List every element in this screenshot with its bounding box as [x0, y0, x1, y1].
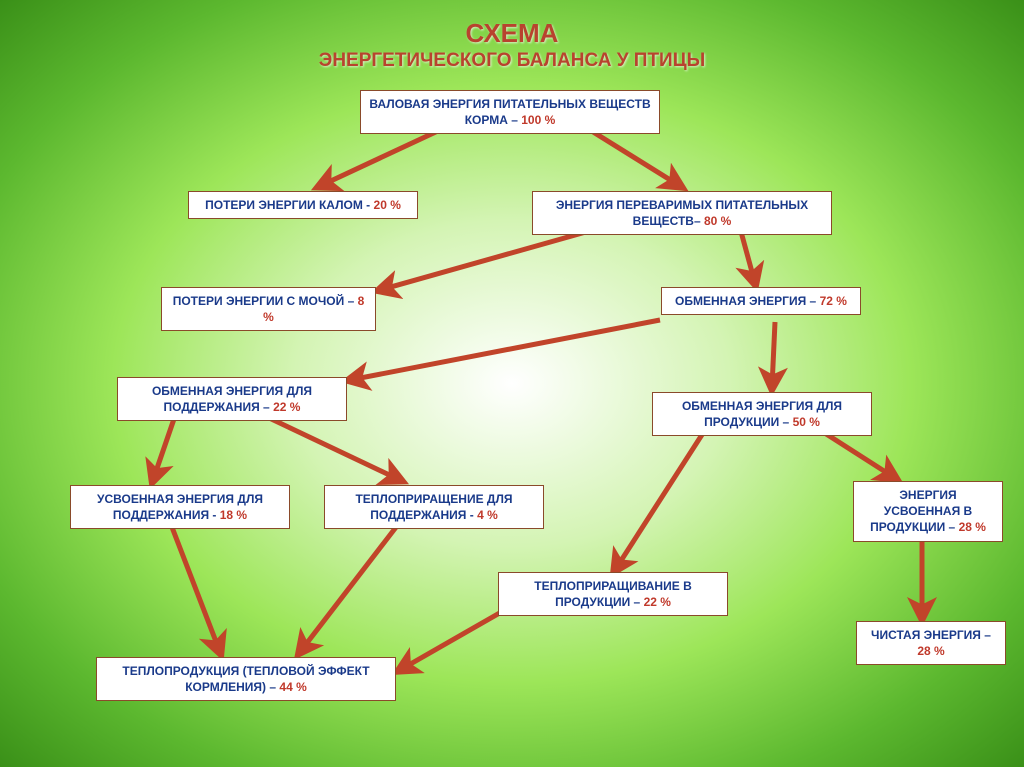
- node-urine-loss: ПОТЕРИ ЭНЕРГИИ С МОЧОЙ – 8 %: [161, 287, 376, 331]
- title-line2: ЭНЕРГЕТИЧЕСКОГО БАЛАНСА У ПТИЦЫ: [0, 50, 1024, 72]
- pct: 80 %: [704, 214, 731, 228]
- pct: 28 %: [917, 644, 944, 658]
- pct: 72 %: [820, 294, 847, 308]
- label: ОБМЕННАЯ ЭНЕРГИЯ –: [675, 294, 816, 308]
- pct: 18 %: [220, 508, 247, 522]
- pct: 22 %: [644, 595, 671, 609]
- label: ПОТЕРИ ЭНЕРГИИ КАЛОМ -: [205, 198, 370, 212]
- node-heat-inc-maintenance: ТЕПЛОПРИРАЩЕНИЕ ДЛЯ ПОДДЕРЖАНИЯ - 4 %: [324, 485, 544, 529]
- pct: 22 %: [273, 400, 300, 414]
- label: ТЕПЛОПРОДУКЦИЯ (ТЕПЛОВОЙ ЭФФЕКТ КОРМЛЕНИ…: [122, 664, 369, 694]
- node-assim-production: ЭНЕРГИЯ УСВОЕННАЯ В ПРОДУКЦИИ – 28 %: [853, 481, 1003, 542]
- label: ЭНЕРГИЯ ПЕРЕВАРИМЫХ ПИТАТЕЛЬНЫХ ВЕЩЕСТВ–: [556, 198, 808, 228]
- node-gross-energy: ВАЛОВАЯ ЭНЕРГИЯ ПИТАТЕЛЬНЫХ ВЕЩЕСТВ КОРМ…: [360, 90, 660, 134]
- pct: 4 %: [477, 508, 498, 522]
- node-heat-production: ТЕПЛОПРОДУКЦИЯ (ТЕПЛОВОЙ ЭФФЕКТ КОРМЛЕНИ…: [96, 657, 396, 701]
- node-net-energy: ЧИСТАЯ ЭНЕРГИЯ – 28 %: [856, 621, 1006, 665]
- pct: 28 %: [959, 520, 986, 534]
- label: ЭНЕРГИЯ УСВОЕННАЯ В ПРОДУКЦИИ –: [870, 488, 972, 534]
- label: ЧИСТАЯ ЭНЕРГИЯ –: [871, 628, 991, 642]
- node-me-maintenance: ОБМЕННАЯ ЭНЕРГИЯ ДЛЯ ПОДДЕРЖАНИЯ – 22 %: [117, 377, 347, 421]
- pct: 20 %: [374, 198, 401, 212]
- pct: 100 %: [521, 113, 555, 127]
- node-heat-inc-production: ТЕПЛОПРИРАЩИВАНИЕ В ПРОДУКЦИИ – 22 %: [498, 572, 728, 616]
- node-metabolizable-energy: ОБМЕННАЯ ЭНЕРГИЯ – 72 %: [661, 287, 861, 315]
- pct: 44 %: [279, 680, 306, 694]
- label: ПОТЕРИ ЭНЕРГИИ С МОЧОЙ –: [173, 294, 355, 308]
- title-line1: СХЕМА: [0, 18, 1024, 49]
- node-assim-maintenance: УСВОЕННАЯ ЭНЕРГИЯ ДЛЯ ПОДДЕРЖАНИЯ - 18 %: [70, 485, 290, 529]
- node-me-production: ОБМЕННАЯ ЭНЕРГИЯ ДЛЯ ПРОДУКЦИИ – 50 %: [652, 392, 872, 436]
- node-digestible-energy: ЭНЕРГИЯ ПЕРЕВАРИМЫХ ПИТАТЕЛЬНЫХ ВЕЩЕСТВ–…: [532, 191, 832, 235]
- label: ВАЛОВАЯ ЭНЕРГИЯ ПИТАТЕЛЬНЫХ ВЕЩЕСТВ КОРМ…: [369, 97, 650, 127]
- node-feces-loss: ПОТЕРИ ЭНЕРГИИ КАЛОМ - 20 %: [188, 191, 418, 219]
- pct: 50 %: [793, 415, 820, 429]
